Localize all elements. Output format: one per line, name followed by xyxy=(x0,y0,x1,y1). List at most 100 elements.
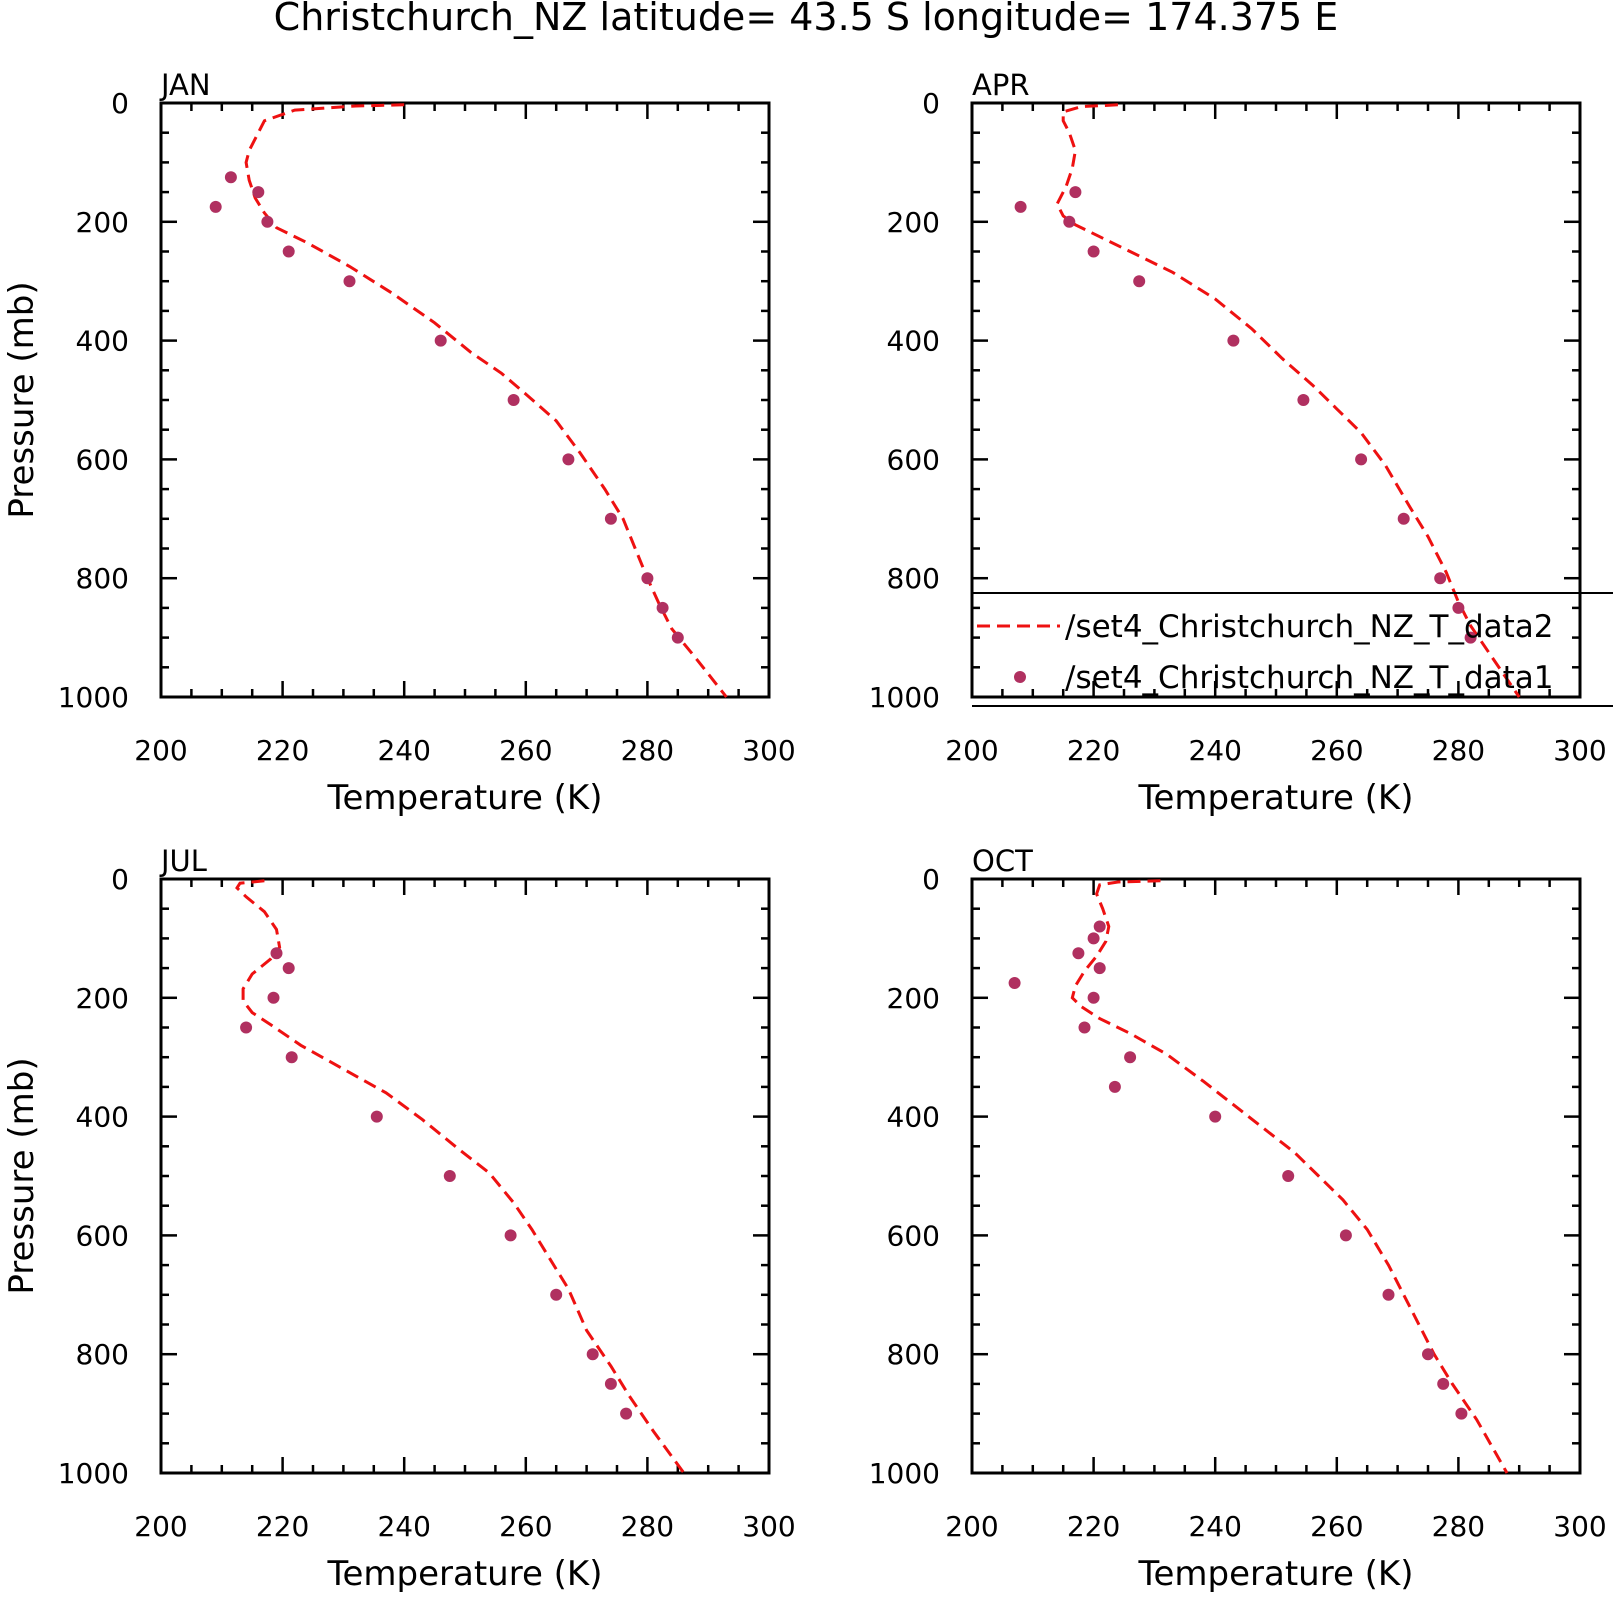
obs-point xyxy=(434,334,447,347)
obs-point xyxy=(1087,991,1100,1004)
legend: /set4_Christchurch_NZ_T_data2/set4_Chris… xyxy=(972,592,1613,707)
x-tick-label: 200 xyxy=(945,734,998,767)
obs-point xyxy=(1227,334,1240,347)
obs-point xyxy=(562,453,575,466)
y-tick-label: 1000 xyxy=(58,1457,129,1490)
x-tick-label: 200 xyxy=(134,734,187,767)
obs-point xyxy=(1464,631,1477,644)
y-tick-label: 200 xyxy=(887,206,940,239)
y-tick-label: 400 xyxy=(887,325,940,358)
y-tick-label: 800 xyxy=(887,562,940,595)
panel-label: JAN xyxy=(159,68,211,102)
obs-point xyxy=(1282,1170,1295,1182)
obs-point xyxy=(343,275,356,288)
x-tick-label: 300 xyxy=(1553,734,1606,767)
obs-point xyxy=(282,962,295,975)
x-tick-label: 280 xyxy=(1432,734,1485,767)
x-tick-label: 240 xyxy=(377,734,430,767)
x-tick-label: 220 xyxy=(256,1510,309,1543)
obs-point xyxy=(656,601,669,614)
x-tick-label: 300 xyxy=(1553,1510,1606,1543)
panel-apr: 200 220 240 260 280 300 0 200 400 600 800 1000 APR Te… xyxy=(869,68,1607,818)
obs-point xyxy=(370,1110,383,1123)
obs-point xyxy=(1452,601,1465,614)
obs-point xyxy=(1063,215,1076,228)
obs-point xyxy=(586,1348,599,1361)
y-tick-label: 200 xyxy=(887,982,940,1015)
y-tick-label: 0 xyxy=(922,863,940,896)
panel-label: OCT xyxy=(972,844,1033,878)
y-tick-label: 1000 xyxy=(869,681,940,714)
y-tick-label: 800 xyxy=(76,1338,129,1371)
obs-point xyxy=(550,1288,563,1301)
y-tick-label: 400 xyxy=(76,1101,129,1134)
x-tick-label: 220 xyxy=(1067,734,1120,767)
panel-oct: 200 220 240 260 280 300 0 200 400 600 800 1000 OCT Te… xyxy=(869,844,1607,1594)
model-profile-line xyxy=(244,103,728,698)
obs-point xyxy=(1339,1229,1352,1242)
model-profile-line xyxy=(1055,103,1521,698)
obs-point xyxy=(504,1229,517,1242)
obs-point xyxy=(443,1170,456,1182)
y-axis-title: Pressure (mb) xyxy=(2,1057,42,1294)
x-tick-label: 260 xyxy=(1310,734,1363,767)
x-tick-label: 260 xyxy=(1310,1510,1363,1543)
obs-point xyxy=(1434,572,1447,585)
panel-jul: 200 220 240 260 280 300 0 200 400 600 800 1000 JUL Te… xyxy=(2,844,796,1594)
model-profile-line xyxy=(235,879,686,1474)
y-axis-title: Pressure (mb) xyxy=(2,281,42,518)
x-tick-label: 300 xyxy=(742,734,795,767)
x-tick-label: 240 xyxy=(377,1510,430,1543)
obs-point xyxy=(1397,512,1410,525)
y-tick-label: 800 xyxy=(76,562,129,595)
obs-point xyxy=(1108,1080,1121,1093)
x-tick-label: 260 xyxy=(499,1510,552,1543)
obs-point xyxy=(240,1021,253,1034)
x-tick-label: 280 xyxy=(621,734,674,767)
obs-point xyxy=(282,245,295,258)
x-tick-label: 240 xyxy=(1188,1510,1241,1543)
obs-point xyxy=(671,631,684,644)
obs-point xyxy=(1355,453,1368,466)
x-tick-label: 200 xyxy=(945,1510,998,1543)
obs-point xyxy=(1093,920,1106,933)
plot-frame xyxy=(970,877,1582,1475)
obs-point xyxy=(620,1407,633,1420)
x-tick-label: 280 xyxy=(621,1510,674,1543)
x-tick-label: 300 xyxy=(742,1510,795,1543)
obs-point xyxy=(1072,947,1085,960)
obs-point xyxy=(1008,977,1021,989)
figure-title: Christchurch_NZ latitude= 43.5 S longitu… xyxy=(274,0,1339,39)
panel-label: APR xyxy=(972,68,1029,102)
y-tick-label: 600 xyxy=(887,443,940,476)
obs-point xyxy=(1209,1110,1222,1123)
obs-point xyxy=(285,1051,298,1064)
y-tick-label: 400 xyxy=(76,325,129,358)
x-axis-title: Temperature (K) xyxy=(326,1554,602,1594)
obs-point xyxy=(224,171,237,184)
plot-frame xyxy=(159,101,771,699)
x-tick-label: 260 xyxy=(499,734,552,767)
obs-point xyxy=(1087,932,1100,945)
obs-point xyxy=(641,572,654,585)
obs-point xyxy=(209,200,222,213)
x-tick-label: 200 xyxy=(134,1510,187,1543)
obs-point xyxy=(1455,1407,1468,1420)
obs-point xyxy=(1382,1288,1395,1301)
obs-point xyxy=(1437,1377,1450,1390)
x-tick-label: 220 xyxy=(1067,1510,1120,1543)
obs-point xyxy=(267,991,280,1004)
y-tick-label: 200 xyxy=(76,206,129,239)
obs-point xyxy=(1297,394,1310,406)
y-tick-label: 400 xyxy=(887,1101,940,1134)
y-tick-label: 0 xyxy=(922,87,940,120)
plot-frame xyxy=(159,877,771,1475)
obs-point xyxy=(604,512,617,525)
obs-point xyxy=(1093,962,1106,975)
y-tick-label: 600 xyxy=(76,443,129,476)
x-tick-label: 280 xyxy=(1432,1510,1485,1543)
obs-point xyxy=(1133,275,1146,288)
x-axis-title: Temperature (K) xyxy=(1137,1554,1413,1594)
obs-point xyxy=(261,215,274,228)
